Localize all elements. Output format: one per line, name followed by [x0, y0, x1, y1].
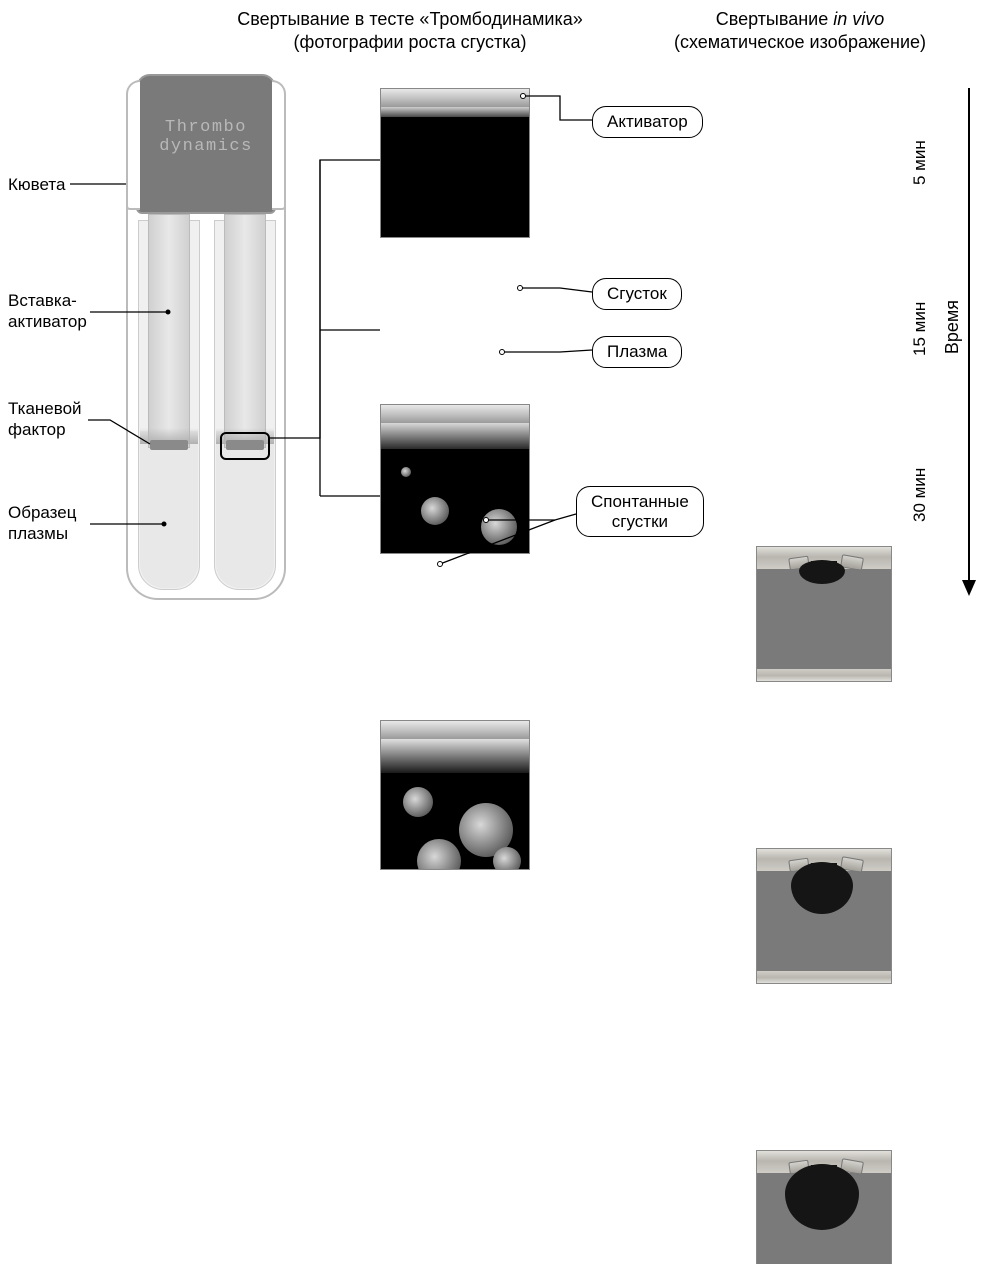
label-tf: Тканевой фактор [8, 398, 118, 441]
header-col3-line2: (схематическое изображение) [640, 31, 960, 54]
cuvette-lip-right [272, 80, 286, 210]
time-15min: 15 мин [910, 284, 930, 374]
cuvette-lip-left [126, 80, 140, 210]
photo-15min [380, 404, 530, 554]
header-col3-line1: Свертывание in vivo [640, 8, 960, 31]
bubble-plasma: Плазма [592, 336, 682, 368]
header-col2: Свертывание в тесте «Тромбодинамика» (фо… [200, 8, 620, 55]
time-5min: 5 мин [910, 118, 930, 208]
insert-leg-left [148, 214, 190, 448]
header-col2-line2: (фотографии роста сгустка) [200, 31, 620, 54]
time-axis-label: Время [942, 300, 963, 354]
label-cuvette: Кювета [8, 174, 118, 195]
photo-5min [380, 88, 530, 238]
label-insert: Вставка- активатор [8, 290, 118, 333]
tf-highlight-box [220, 432, 270, 460]
time-30min: 30 мин [910, 450, 930, 540]
schematic-5min [756, 546, 892, 682]
photo-30min [380, 720, 530, 870]
cuvette-logo: Thrombo dynamics [140, 118, 272, 156]
time-axis-arrowhead-icon [962, 580, 976, 596]
bubble-spontaneous: Спонтанные сгустки [576, 486, 704, 537]
time-axis-line [968, 88, 970, 582]
bubble-clot: Сгусток [592, 278, 682, 310]
label-sample: Образец плазмы [8, 502, 118, 545]
schematic-15min [756, 848, 892, 984]
header-col3: Свертывание in vivo (схематическое изобр… [640, 8, 960, 55]
tf-band-left [150, 440, 188, 450]
schematic-30min [756, 1150, 892, 1264]
header-col2-line1: Свертывание в тесте «Тромбодинамика» [200, 8, 620, 31]
insert-leg-right [224, 214, 266, 448]
bubble-activator: Активатор [592, 106, 703, 138]
